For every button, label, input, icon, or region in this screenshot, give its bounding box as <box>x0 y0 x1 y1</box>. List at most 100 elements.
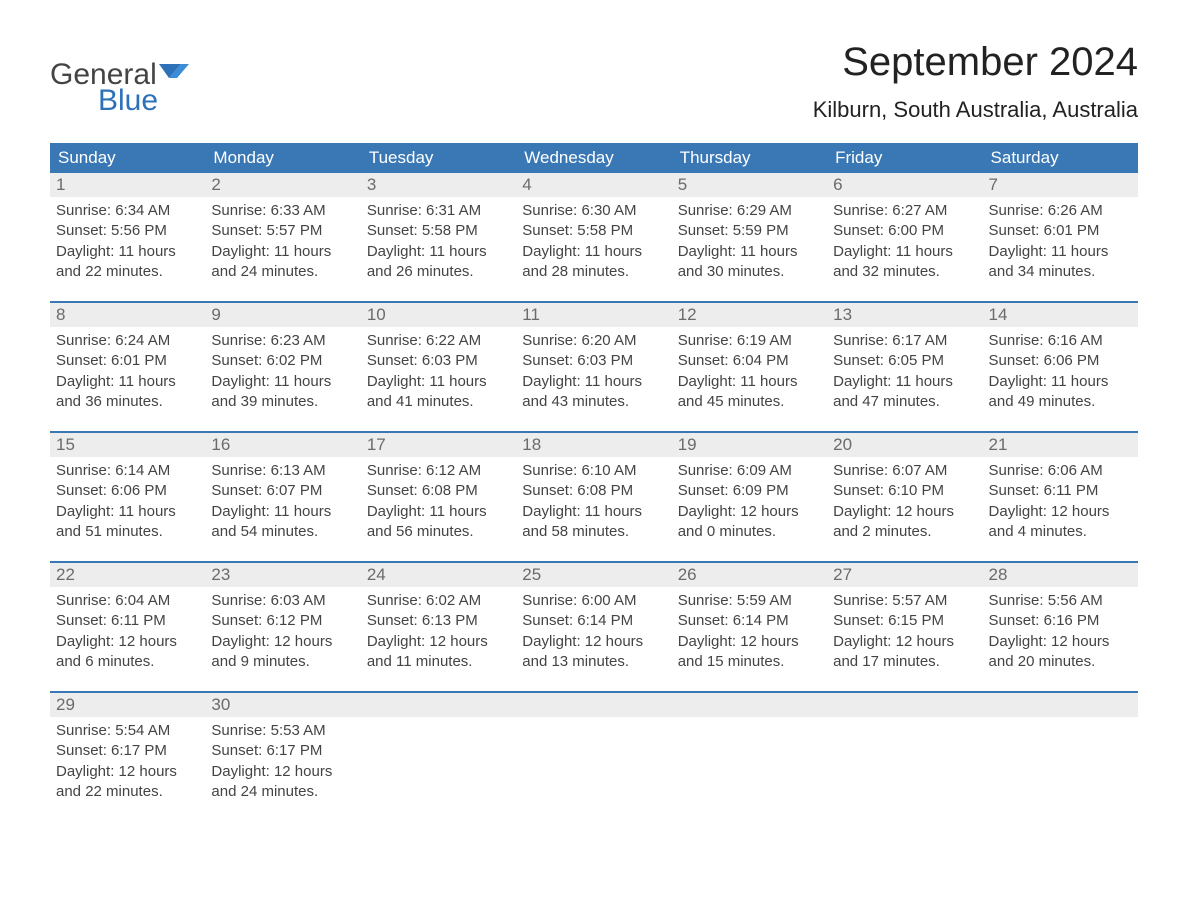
day-line: Daylight: 11 hours <box>989 372 1132 392</box>
day-line: and 54 minutes. <box>211 522 354 542</box>
day-number: 6 <box>827 173 982 197</box>
day-line: Daylight: 12 hours <box>989 502 1132 522</box>
day-cell: 22Sunrise: 6:04 AMSunset: 6:11 PMDayligh… <box>50 563 205 691</box>
day-body: Sunrise: 6:33 AMSunset: 5:57 PMDaylight:… <box>205 197 360 292</box>
day-cell: 26Sunrise: 5:59 AMSunset: 6:14 PMDayligh… <box>672 563 827 691</box>
month-title: September 2024 <box>813 40 1138 85</box>
day-header: Friday <box>827 143 982 173</box>
day-line: Sunset: 6:14 PM <box>522 611 665 631</box>
day-line: Sunrise: 5:53 AM <box>211 721 354 741</box>
day-line: and 39 minutes. <box>211 392 354 412</box>
day-number: 21 <box>983 433 1138 457</box>
day-number: 20 <box>827 433 982 457</box>
day-cell <box>672 693 827 821</box>
day-line: Sunset: 6:15 PM <box>833 611 976 631</box>
day-line: Daylight: 11 hours <box>211 242 354 262</box>
day-line: Sunset: 6:13 PM <box>367 611 510 631</box>
day-number: 28 <box>983 563 1138 587</box>
day-line: Daylight: 11 hours <box>56 502 199 522</box>
day-line: Daylight: 12 hours <box>56 762 199 782</box>
day-cell: 28Sunrise: 5:56 AMSunset: 6:16 PMDayligh… <box>983 563 1138 691</box>
day-body: Sunrise: 6:13 AMSunset: 6:07 PMDaylight:… <box>205 457 360 552</box>
day-line: Sunrise: 6:12 AM <box>367 461 510 481</box>
day-cell <box>983 693 1138 821</box>
day-line: Daylight: 11 hours <box>56 372 199 392</box>
day-cell: 3Sunrise: 6:31 AMSunset: 5:58 PMDaylight… <box>361 173 516 301</box>
day-body: Sunrise: 5:54 AMSunset: 6:17 PMDaylight:… <box>50 717 205 812</box>
day-line: and 49 minutes. <box>989 392 1132 412</box>
day-body: Sunrise: 6:26 AMSunset: 6:01 PMDaylight:… <box>983 197 1138 292</box>
day-number: 3 <box>361 173 516 197</box>
day-line: Sunrise: 6:19 AM <box>678 331 821 351</box>
day-cell: 12Sunrise: 6:19 AMSunset: 6:04 PMDayligh… <box>672 303 827 431</box>
day-line: and 24 minutes. <box>211 782 354 802</box>
day-line: Sunrise: 6:29 AM <box>678 201 821 221</box>
day-cell: 16Sunrise: 6:13 AMSunset: 6:07 PMDayligh… <box>205 433 360 561</box>
day-number: 14 <box>983 303 1138 327</box>
day-body: Sunrise: 6:06 AMSunset: 6:11 PMDaylight:… <box>983 457 1138 552</box>
day-cell: 1Sunrise: 6:34 AMSunset: 5:56 PMDaylight… <box>50 173 205 301</box>
day-line: Sunrise: 6:17 AM <box>833 331 976 351</box>
day-body: Sunrise: 6:19 AMSunset: 6:04 PMDaylight:… <box>672 327 827 422</box>
day-number: 18 <box>516 433 671 457</box>
day-number: 22 <box>50 563 205 587</box>
day-number: 24 <box>361 563 516 587</box>
day-number: 25 <box>516 563 671 587</box>
day-line: Sunset: 6:08 PM <box>367 481 510 501</box>
day-line: Sunrise: 6:04 AM <box>56 591 199 611</box>
day-line: Sunset: 6:14 PM <box>678 611 821 631</box>
day-body: Sunrise: 6:31 AMSunset: 5:58 PMDaylight:… <box>361 197 516 292</box>
day-number: 5 <box>672 173 827 197</box>
day-line: Sunset: 6:01 PM <box>56 351 199 371</box>
day-number <box>827 693 982 717</box>
day-line: Sunrise: 6:27 AM <box>833 201 976 221</box>
day-number: 8 <box>50 303 205 327</box>
day-number: 23 <box>205 563 360 587</box>
day-number: 12 <box>672 303 827 327</box>
location: Kilburn, South Australia, Australia <box>813 97 1138 123</box>
day-header: Tuesday <box>361 143 516 173</box>
flag-icon <box>157 60 189 86</box>
day-cell: 29Sunrise: 5:54 AMSunset: 6:17 PMDayligh… <box>50 693 205 821</box>
day-body: Sunrise: 6:10 AMSunset: 6:08 PMDaylight:… <box>516 457 671 552</box>
day-body: Sunrise: 6:09 AMSunset: 6:09 PMDaylight:… <box>672 457 827 552</box>
day-cell: 4Sunrise: 6:30 AMSunset: 5:58 PMDaylight… <box>516 173 671 301</box>
day-number: 7 <box>983 173 1138 197</box>
day-cell: 7Sunrise: 6:26 AMSunset: 6:01 PMDaylight… <box>983 173 1138 301</box>
day-line: Sunset: 6:04 PM <box>678 351 821 371</box>
day-body: Sunrise: 6:04 AMSunset: 6:11 PMDaylight:… <box>50 587 205 682</box>
day-line: Sunset: 6:03 PM <box>522 351 665 371</box>
day-cell: 11Sunrise: 6:20 AMSunset: 6:03 PMDayligh… <box>516 303 671 431</box>
day-line: Daylight: 12 hours <box>678 502 821 522</box>
day-line: and 22 minutes. <box>56 782 199 802</box>
day-cell <box>516 693 671 821</box>
day-cell: 2Sunrise: 6:33 AMSunset: 5:57 PMDaylight… <box>205 173 360 301</box>
day-line: and 13 minutes. <box>522 652 665 672</box>
day-line: and 26 minutes. <box>367 262 510 282</box>
day-number: 16 <box>205 433 360 457</box>
day-line: Sunset: 6:17 PM <box>211 741 354 761</box>
day-line: and 28 minutes. <box>522 262 665 282</box>
day-body: Sunrise: 6:12 AMSunset: 6:08 PMDaylight:… <box>361 457 516 552</box>
week-row: 15Sunrise: 6:14 AMSunset: 6:06 PMDayligh… <box>50 431 1138 561</box>
title-block: September 2024 Kilburn, South Australia,… <box>813 40 1138 123</box>
day-line: Sunrise: 6:22 AM <box>367 331 510 351</box>
day-number: 10 <box>361 303 516 327</box>
day-line: Daylight: 11 hours <box>833 372 976 392</box>
day-line: and 43 minutes. <box>522 392 665 412</box>
day-cell: 17Sunrise: 6:12 AMSunset: 6:08 PMDayligh… <box>361 433 516 561</box>
day-line: Sunrise: 5:56 AM <box>989 591 1132 611</box>
day-body: Sunrise: 6:23 AMSunset: 6:02 PMDaylight:… <box>205 327 360 422</box>
day-line: Daylight: 11 hours <box>522 502 665 522</box>
day-cell: 18Sunrise: 6:10 AMSunset: 6:08 PMDayligh… <box>516 433 671 561</box>
day-cell <box>361 693 516 821</box>
day-line: Sunrise: 6:06 AM <box>989 461 1132 481</box>
header: General Blue September 2024 Kilburn, Sou… <box>50 40 1138 123</box>
day-line: and 20 minutes. <box>989 652 1132 672</box>
day-number <box>516 693 671 717</box>
day-line: and 34 minutes. <box>989 262 1132 282</box>
day-line: Sunrise: 6:03 AM <box>211 591 354 611</box>
day-cell: 24Sunrise: 6:02 AMSunset: 6:13 PMDayligh… <box>361 563 516 691</box>
day-header: Sunday <box>50 143 205 173</box>
day-line: and 11 minutes. <box>367 652 510 672</box>
